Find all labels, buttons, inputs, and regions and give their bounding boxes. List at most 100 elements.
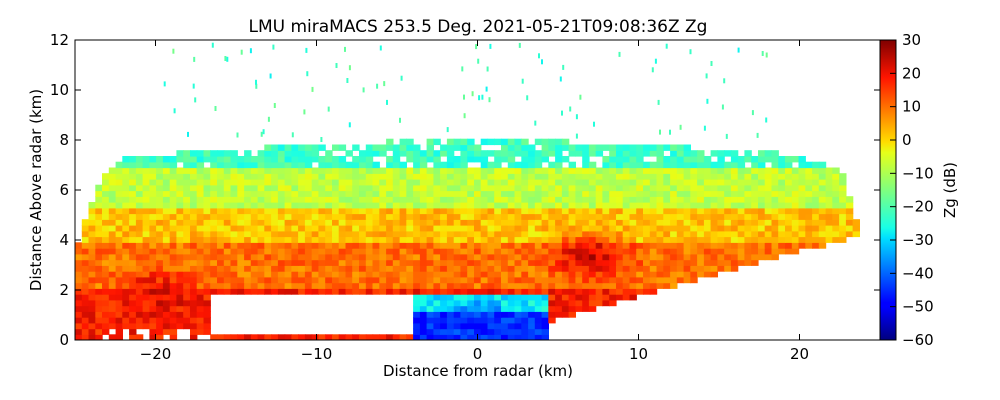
y-tick-label: 6 bbox=[59, 181, 69, 199]
range-gate-856 bbox=[244, 259, 252, 266]
range-gate-1910 bbox=[663, 207, 671, 215]
range-gate-1611 bbox=[176, 219, 184, 226]
range-gate-1658 bbox=[494, 219, 502, 226]
range-gate-1841 bbox=[196, 207, 205, 215]
range-gate-214 bbox=[528, 311, 536, 318]
range-gate-2838 bbox=[386, 156, 394, 163]
range-gate-1688 bbox=[697, 219, 705, 226]
range-gate-2079 bbox=[284, 196, 292, 203]
range-gate-979 bbox=[392, 253, 401, 261]
range-gate-1520 bbox=[338, 225, 347, 232]
range-gate-1034 bbox=[764, 253, 773, 261]
range-gate-1744 bbox=[304, 213, 313, 220]
range-gate-2483 bbox=[764, 179, 773, 186]
range-gate-2539 bbox=[399, 173, 407, 180]
range-gate-41 bbox=[406, 334, 414, 340]
range-gate-1962 bbox=[250, 202, 259, 209]
range-gate-2850 bbox=[480, 156, 489, 163]
range-gate-2439 bbox=[467, 179, 475, 186]
range-gate-2536 bbox=[379, 173, 387, 180]
range-gate-109 bbox=[162, 322, 171, 330]
range-gate-2880 bbox=[758, 156, 766, 163]
range-gate-2406 bbox=[244, 179, 252, 186]
range-gate-2638 bbox=[332, 167, 340, 174]
range-gate-1192 bbox=[406, 242, 414, 249]
range-gate-2651 bbox=[419, 167, 428, 174]
range-gate-832 bbox=[81, 259, 90, 266]
range-gate-160 bbox=[440, 317, 448, 324]
range-gate-1355 bbox=[764, 236, 773, 243]
range-gate-2852 bbox=[501, 156, 509, 163]
range-gate-2447 bbox=[521, 179, 529, 186]
range-gate-441 bbox=[548, 288, 556, 295]
range-gate-1957 bbox=[217, 202, 225, 209]
range-gate-622 bbox=[588, 276, 597, 284]
range-gate-477 bbox=[210, 282, 218, 289]
range-gate-524 bbox=[528, 282, 536, 289]
range-gate-698 bbox=[480, 271, 489, 278]
range-gate-2576 bbox=[649, 173, 658, 180]
range-gate-1317 bbox=[507, 236, 516, 243]
range-gate-3012 bbox=[663, 144, 671, 151]
range-gate-2687 bbox=[663, 167, 671, 174]
range-gate-1982 bbox=[386, 202, 394, 209]
range-gate-157 bbox=[419, 317, 428, 324]
speckle-61 bbox=[679, 124, 682, 130]
range-gate-1685 bbox=[676, 219, 685, 226]
range-gate-547 bbox=[81, 276, 90, 284]
range-gate-1706 bbox=[818, 219, 827, 226]
range-gate-2046 bbox=[818, 202, 827, 209]
range-gate-299 bbox=[487, 299, 495, 307]
range-gate-2039 bbox=[771, 202, 779, 209]
range-gate-334 bbox=[183, 294, 191, 301]
range-gate-188 bbox=[149, 311, 157, 318]
range-gate-2714 bbox=[122, 161, 130, 169]
range-gate-593 bbox=[392, 276, 401, 284]
range-gate-1350 bbox=[730, 236, 739, 243]
range-gate-2090 bbox=[359, 196, 367, 203]
range-gate-1370 bbox=[102, 230, 110, 238]
range-gate-1673 bbox=[595, 219, 604, 226]
range-gate-1699 bbox=[771, 219, 779, 226]
colorbar-tick-label: −20 bbox=[902, 198, 934, 216]
range-gate-2909 bbox=[365, 150, 374, 157]
range-gate-2735 bbox=[277, 161, 286, 169]
range-gate-2516 bbox=[244, 173, 252, 180]
range-gate-1329 bbox=[588, 236, 597, 243]
range-gate-1572 bbox=[690, 225, 698, 232]
range-gate-1463 bbox=[730, 230, 739, 238]
range-gate-2792 bbox=[737, 161, 746, 169]
range-gate-1404 bbox=[332, 230, 340, 238]
range-gate-2115 bbox=[528, 196, 536, 203]
range-gate-3026 bbox=[487, 138, 495, 146]
range-gate-970 bbox=[332, 253, 340, 261]
range-gate-2271 bbox=[825, 190, 833, 197]
range-gate-497 bbox=[345, 282, 353, 289]
range-gate-3028 bbox=[501, 138, 509, 146]
range-gate-1307 bbox=[440, 236, 448, 243]
speckle-62 bbox=[400, 75, 403, 81]
range-gate-508 bbox=[419, 282, 428, 289]
range-gate-2527 bbox=[318, 173, 326, 180]
range-gate-1085 bbox=[406, 248, 414, 255]
range-gate-1245 bbox=[764, 242, 773, 249]
range-gate-1548 bbox=[528, 225, 536, 232]
range-gate-2064 bbox=[183, 196, 191, 203]
range-gate-1919 bbox=[724, 207, 732, 215]
range-gate-2409 bbox=[264, 179, 272, 186]
range-gate-1853 bbox=[277, 207, 286, 215]
range-gate-2011 bbox=[582, 202, 590, 209]
range-gate-2266 bbox=[791, 190, 800, 197]
range-gate-683 bbox=[379, 271, 387, 278]
range-gate-559 bbox=[162, 276, 171, 284]
range-gate-1824 bbox=[845, 213, 854, 220]
range-gate-2661 bbox=[487, 167, 495, 174]
range-gate-225 bbox=[102, 305, 110, 312]
range-gate-438 bbox=[528, 288, 536, 295]
range-gate-1386 bbox=[210, 230, 218, 238]
range-gate-98 bbox=[88, 322, 96, 330]
range-gate-1892 bbox=[541, 207, 549, 215]
range-gate-1418 bbox=[426, 230, 434, 238]
range-gate-1204 bbox=[487, 242, 495, 249]
range-gate-2963 bbox=[271, 144, 279, 151]
